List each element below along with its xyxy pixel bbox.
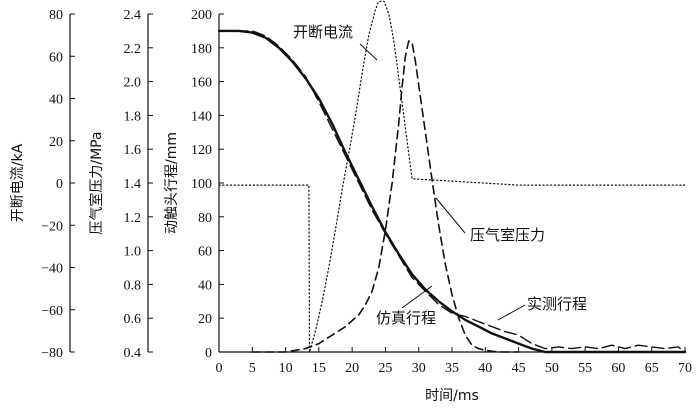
x-tick-label: 15	[312, 361, 326, 376]
series-line-breaking_current	[218, 0, 686, 353]
leader-line-measured_travel	[497, 304, 526, 321]
y-tick-label-travel: 40	[198, 278, 212, 293]
series-line-chamber_pressure	[251, 40, 520, 353]
x-tick-label: 60	[611, 361, 625, 376]
annotation-breaking_current: 开断电流	[293, 23, 353, 41]
x-tick-label: 0	[216, 361, 223, 376]
y-tick-label-pressure: 2.4	[124, 8, 142, 23]
y-tick-label-travel: 20	[198, 312, 212, 327]
leader-line-breaking_current	[359, 43, 378, 61]
x-tick-label: 20	[345, 361, 359, 376]
y-tick-label-pressure: 1.2	[124, 211, 142, 226]
y-tick-label-current: 20	[49, 135, 63, 150]
y-tick-label-travel: 60	[198, 245, 212, 260]
y-tick-label-travel: 120	[191, 143, 212, 158]
y-tick-label-current: 80	[49, 8, 63, 23]
axes-layer: 0 5 10 15 20 25 30 35 40 45 50 55 60 65 70 时间/ms 80 60 40 2…	[10, 8, 692, 404]
y-axis-title-travel: 动触头行程/mm	[164, 132, 180, 234]
y-tick-label-current: −20	[41, 219, 63, 234]
y-tick-label-pressure: 2.0	[124, 76, 142, 91]
x-tick-label: 5	[249, 361, 256, 376]
y-tick-label-current: 60	[49, 50, 63, 65]
x-tick-label: 50	[545, 361, 559, 376]
y-tick-label-travel: 0	[205, 346, 212, 361]
y-tick-label-current: −80	[41, 346, 63, 361]
x-tick-label: 35	[445, 361, 459, 376]
y-tick-label-pressure: 1.4	[124, 177, 142, 192]
y-tick-label-pressure: 2.2	[124, 42, 142, 57]
x-axis-title: 时间/ms	[425, 388, 479, 404]
y-axis-title-pressure: 压气室压力/MPa	[88, 131, 105, 234]
y-tick-label-pressure: 1.6	[124, 143, 142, 158]
y-tick-label-pressure: 0.8	[124, 278, 142, 293]
annotation-measured_travel: 实测行程	[527, 295, 587, 313]
y-tick-label-travel: 200	[191, 8, 212, 23]
y-tick-label-current: −40	[41, 262, 63, 277]
x-tick-label: 70	[678, 361, 692, 376]
y-tick-label-travel: 180	[191, 42, 212, 57]
y-tick-label-current: −60	[41, 304, 63, 319]
x-tick-label: 30	[412, 361, 426, 376]
annotation-simulated_travel: 仿真行程	[376, 309, 436, 327]
y-tick-label-pressure: 0.4	[124, 346, 142, 361]
annotation-chamber_pressure: 压气室压力	[470, 226, 545, 244]
leader-line-chamber_pressure	[435, 197, 466, 234]
y-tick-label-pressure: 1.0	[124, 245, 142, 260]
y-tick-label-travel: 160	[191, 76, 212, 91]
y-tick-label-pressure: 1.8	[124, 109, 142, 124]
series-layer	[217, 0, 687, 354]
y-axis-title-current: 开断电流/kA	[10, 143, 26, 222]
x-tick-label: 55	[578, 361, 592, 376]
y-tick-label-current: 40	[49, 93, 63, 108]
x-tick-label: 45	[512, 361, 526, 376]
leader-line-simulated_travel	[401, 285, 433, 309]
y-tick-label-pressure: 0.6	[124, 312, 142, 327]
x-tick-label: 25	[378, 361, 392, 376]
series-line-measured_travel	[218, 30, 686, 353]
y-tick-label-travel: 80	[198, 211, 212, 226]
y-tick-label-current: 0	[56, 177, 63, 192]
x-tick-label: 40	[478, 361, 492, 376]
y-tick-label-travel: 140	[191, 109, 212, 124]
y-tick-label-travel: 100	[191, 177, 212, 192]
x-tick-label: 65	[645, 361, 659, 376]
x-tick-label: 10	[279, 361, 293, 376]
series-line-simulated_travel	[217, 29, 687, 354]
